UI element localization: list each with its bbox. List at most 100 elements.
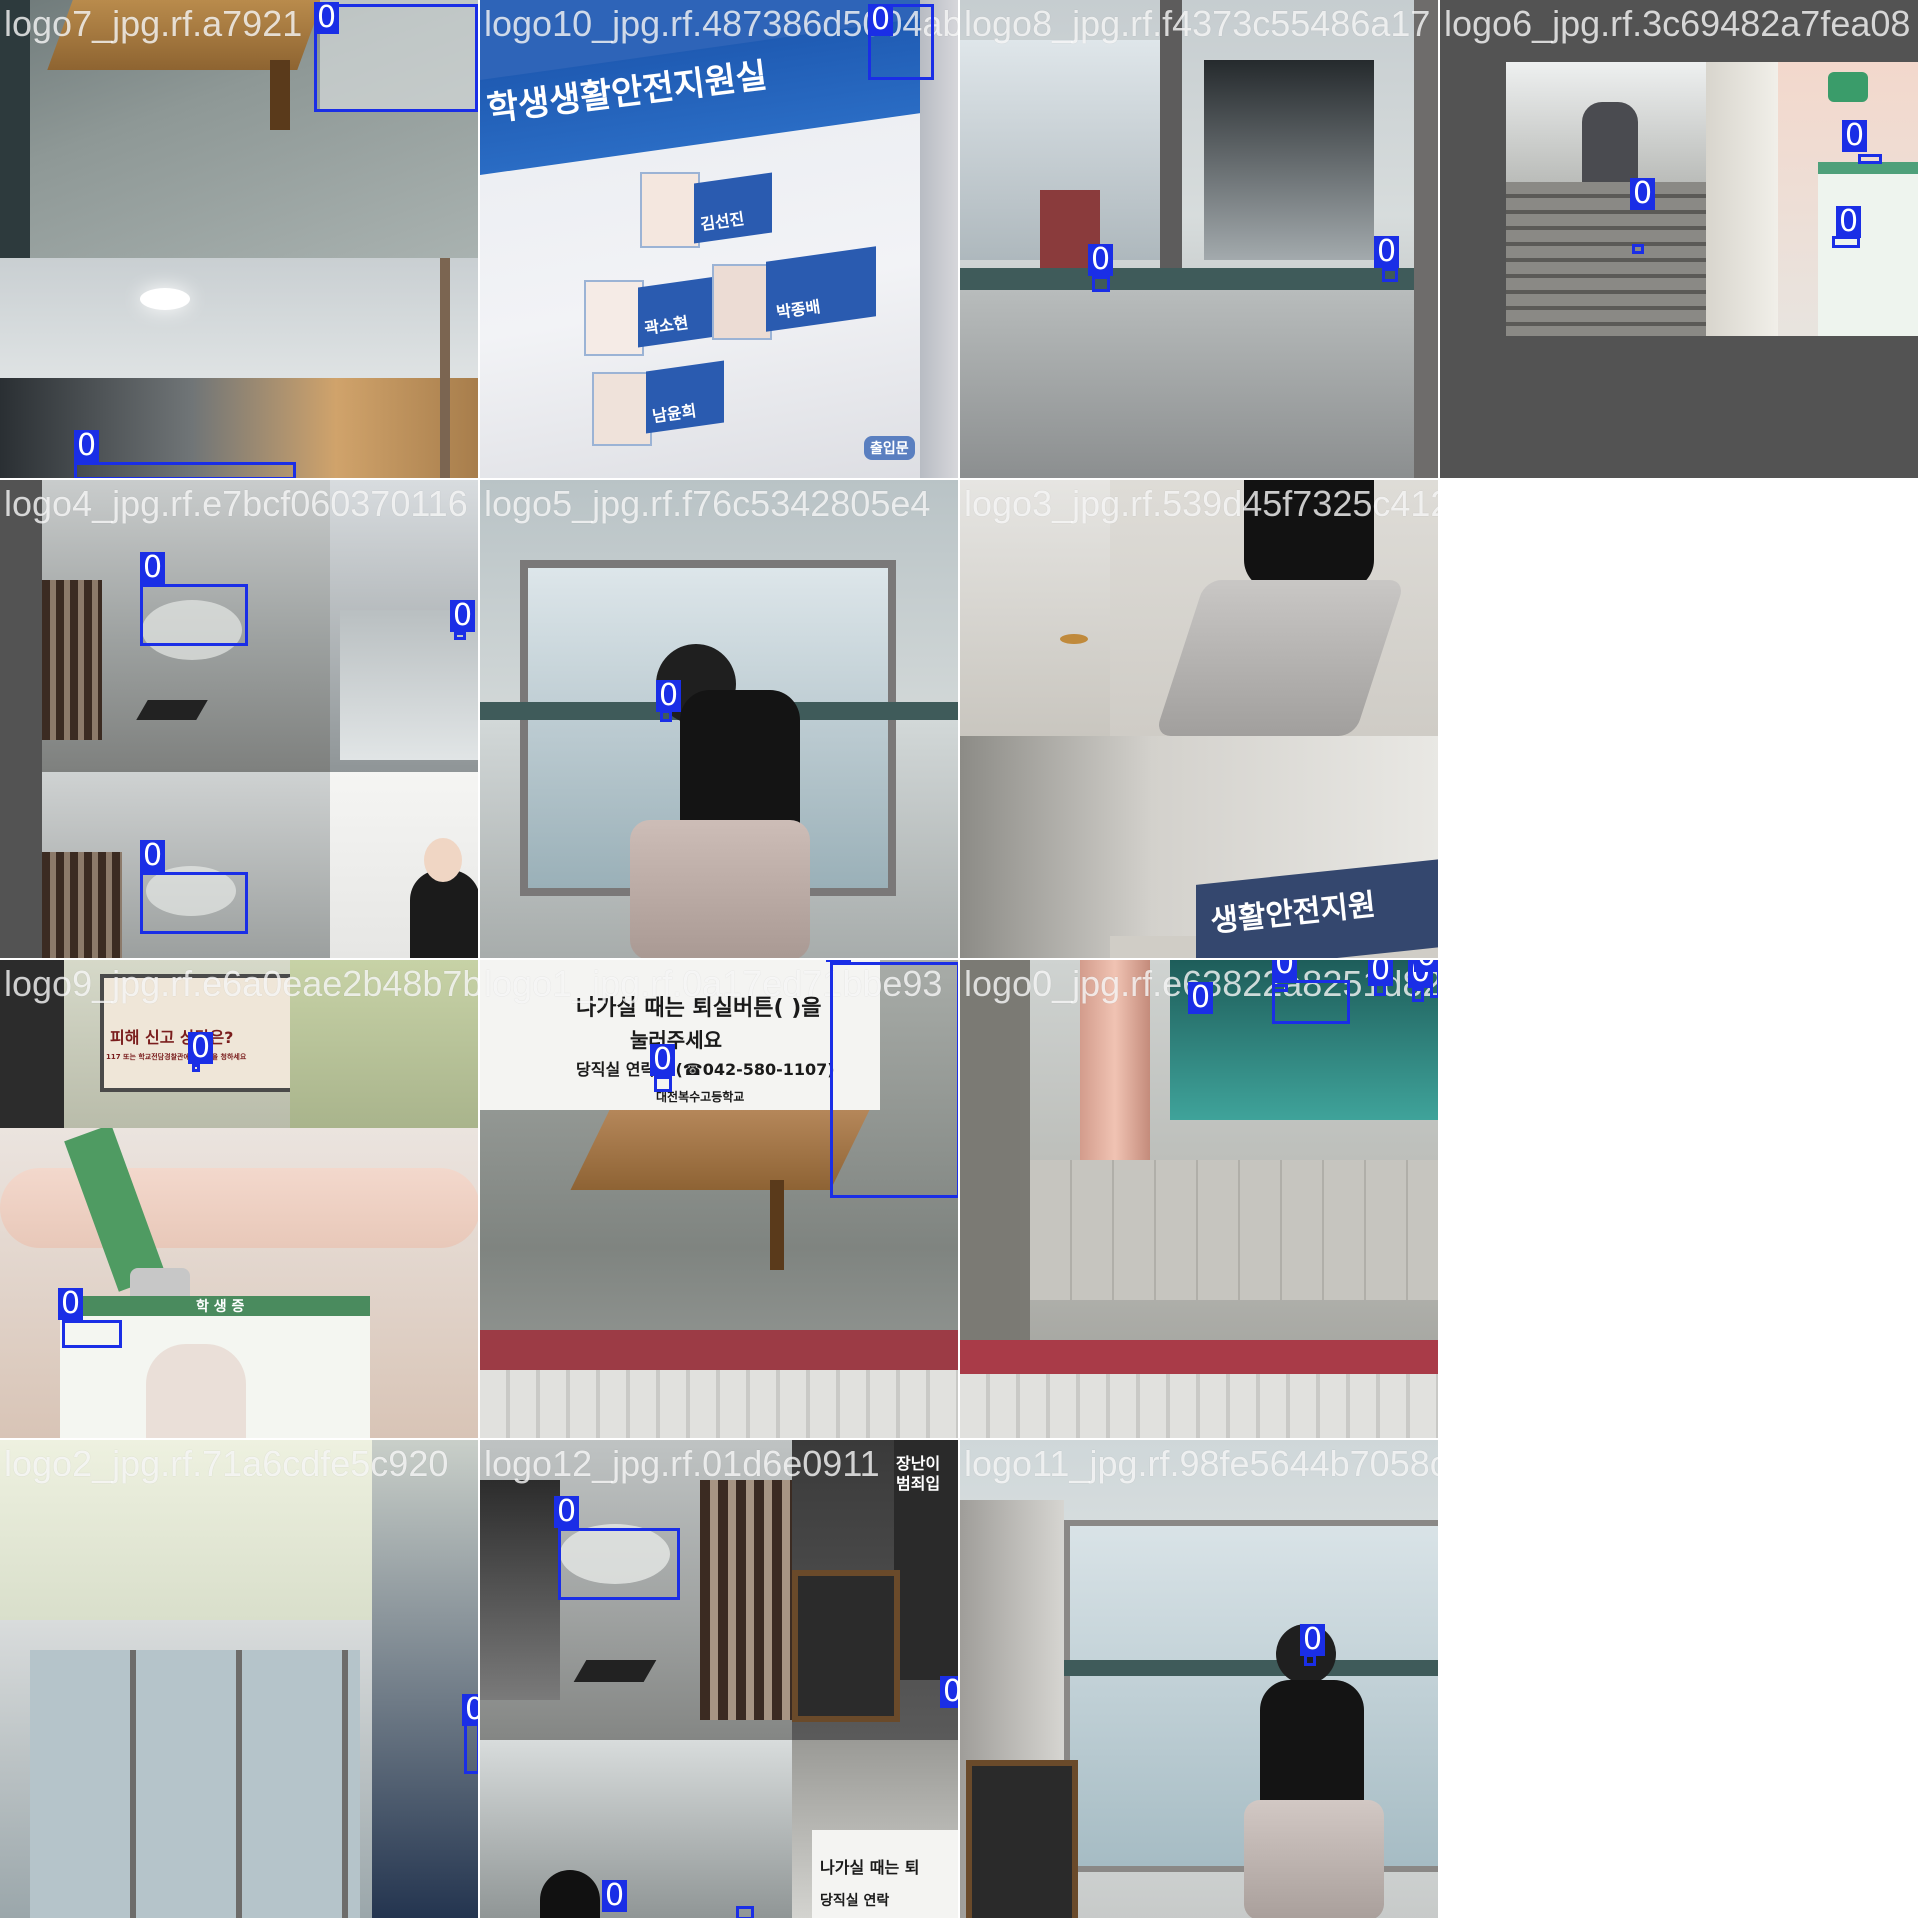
logo-bbox — [558, 1528, 680, 1600]
class-label: 0 — [1188, 982, 1214, 1014]
logo-bbox — [74, 462, 296, 478]
tile-10[interactable]: 나가실 때는 퇴실버튼( )을 눌러주세요 당직실 연락처 (☎042-580-… — [480, 960, 960, 1440]
class-label: 0 — [1374, 236, 1400, 268]
photo-hallway-ceiling — [0, 258, 478, 478]
tile-filename: logo5_jpg.rf.f76c5342805e4 — [484, 483, 931, 524]
class-label: 0 — [826, 960, 852, 962]
tile-11[interactable]: logo0_jpg.rf.e63822a8251d822d9a17b 0 0 0… — [960, 960, 1440, 1440]
logo-bbox — [192, 1064, 200, 1072]
photo-walking-person — [1110, 480, 1438, 736]
logo-bbox — [1858, 154, 1882, 164]
banner-text: 장난이 범죄입 — [896, 1454, 941, 1493]
photo-id-card — [1778, 62, 1918, 336]
poster-line: 117 또는 학교전담경찰관에게 도움을 청하세요 — [106, 1053, 247, 1061]
logo-bbox — [62, 1320, 122, 1348]
photo-notice-lower: 나가실 때는 퇴 당직실 연락 — [792, 1740, 958, 1918]
photo-bench-floor — [0, 0, 478, 258]
notice-line-2: 눌러주세요 — [630, 1028, 722, 1052]
tile-5[interactable]: logo4_jpg.rf.e7bcf060370116 0 0 0 — [0, 480, 480, 960]
logo-bbox — [830, 962, 958, 1198]
class-label: 0 — [1836, 206, 1862, 238]
photo-banner-window — [0, 1440, 478, 1918]
logo-bbox — [1382, 268, 1398, 282]
tile-filename: logo12_jpg.rf.01d6e0911 — [484, 1443, 880, 1484]
notice-line-3: 당직실 연락 — [820, 1893, 890, 1909]
tile-filename: logo3_jpg.rf.539d45f7325c412d130a89f1c77… — [964, 483, 1438, 524]
class-label: 0 — [1300, 1624, 1326, 1656]
tile-16-empty — [1440, 1440, 1920, 1920]
tile-filename: logo6_jpg.rf.3c69482a7fea08 — [1444, 3, 1911, 44]
exit-button-label: 출입문 — [864, 436, 915, 460]
tile-filename: logo7_jpg.rf.a7921 — [4, 3, 303, 44]
class-label: 0 — [314, 2, 340, 34]
class-label: 0 — [450, 600, 476, 632]
notice-line-3: 당직실 연락처 (☎042-580-1107) — [576, 1060, 835, 1079]
tile-8-empty — [1440, 480, 1920, 960]
tile-2[interactable]: 학생생활안전지원실 김선진 곽소현 박종배 남윤희 출입문 logo10_jpg… — [480, 0, 960, 480]
photo-staff-board: 학생생활안전지원실 김선진 곽소현 박종배 남윤희 출입문 — [480, 0, 958, 478]
tile-filename: logo8_jpg.rf.f4373c55486a17 — [964, 3, 1431, 44]
photo-girl-door — [480, 480, 958, 958]
class-label: 0 — [462, 1694, 478, 1726]
photo-stairs — [1506, 62, 1778, 336]
logo-bbox — [1272, 980, 1350, 1024]
logo-bbox — [454, 632, 466, 640]
class-label: 0 — [868, 4, 894, 36]
class-label: 0 — [1368, 960, 1394, 986]
photo-hall-floor — [960, 480, 1110, 736]
photo-girl-hallway — [960, 1440, 1438, 1918]
class-label: 0 — [1842, 120, 1868, 152]
photo-person-hands — [330, 772, 478, 958]
tile-9[interactable]: 피해 신고 상담은? 117 또는 학교전담경찰관에게 도움을 청하세요 학 생… — [0, 960, 480, 1440]
tile-filename: logo11_jpg.rf.98fe5644b7058cc6a74787e1 — [964, 1443, 1440, 1484]
photo-entrance-pillar — [960, 960, 1438, 1438]
photo-exit-notice: 나가실 때는 퇴실버튼( )을 눌러주세요 당직실 연락처 (☎042-580-… — [480, 960, 958, 1438]
logo-bbox — [1632, 244, 1644, 254]
poster-title: 피해 신고 상담은? — [110, 1028, 234, 1047]
photo-poster: 피해 신고 상담은? 117 또는 학교전담경찰관에게 도움을 청하세요 — [0, 960, 478, 1128]
tile-13[interactable]: logo2_jpg.rf.71a6cdfe5c920 0 — [0, 1440, 480, 1920]
class-label: 0 — [1414, 960, 1438, 972]
class-label: 0 — [140, 552, 166, 584]
logo-bbox — [140, 872, 248, 934]
tile-12-empty — [1440, 960, 1920, 1440]
class-label: 0 — [140, 840, 166, 872]
photo-lobby-bottom — [42, 772, 330, 958]
tile-14[interactable]: 장난이 범죄입 나가실 때는 퇴 당직실 연락 logo12_jpg.rf.01… — [480, 1440, 960, 1920]
class-label: 0 — [650, 1044, 676, 1076]
tile-15[interactable]: logo11_jpg.rf.98fe5644b7058cc6a74787e1 0 — [960, 1440, 1440, 1920]
photo-lobby-emblem — [480, 1440, 792, 1740]
photo-lobby-top — [42, 480, 330, 772]
photo-chalkboard: 장난이 범죄입 — [792, 1440, 958, 1740]
logo-bbox — [654, 1076, 672, 1092]
class-label: 0 — [188, 1032, 214, 1064]
class-label: 0 — [656, 680, 682, 712]
logo-bbox — [314, 4, 478, 112]
tile-filename: logo4_jpg.rf.e7bcf060370116 — [4, 483, 468, 524]
class-label: 0 — [1272, 960, 1298, 980]
class-label: 0 — [1088, 244, 1114, 276]
notice-line-1: 나가실 때는 퇴실버튼( )을 — [576, 996, 822, 1021]
tile-7[interactable]: 생활안전지원 logo3_jpg.rf.539d45f7325c412d130a… — [960, 480, 1440, 960]
tile-1[interactable]: logo7_jpg.rf.a7921 0 0 — [0, 0, 480, 480]
class-label: 0 — [554, 1496, 580, 1528]
photo-hand-card: 학 생 증 — [0, 1128, 478, 1438]
logo-bbox — [868, 4, 934, 80]
photo-wall-sign: 생활안전지원 — [960, 736, 1438, 958]
class-label: 0 — [1630, 178, 1656, 210]
photo-glass-door — [960, 0, 1438, 478]
tile-4[interactable]: logo6_jpg.rf.3c69482a7fea08 0 0 0 — [1440, 0, 1920, 480]
logo-bbox — [1092, 276, 1110, 292]
tile-3[interactable]: logo8_jpg.rf.f4373c55486a17 0 0 — [960, 0, 1440, 480]
notice-school: 대전복수고등학교 — [656, 1090, 745, 1104]
photo-lobby-lower — [480, 1740, 792, 1918]
notice-line-1: 나가실 때는 퇴 — [820, 1858, 920, 1877]
tile-6[interactable]: logo5_jpg.rf.f76c5342805e4 0 — [480, 480, 960, 960]
class-label: 0 — [74, 430, 100, 462]
tile-filename: logo1_jpg.rf.0a17ed71bbe93 — [484, 963, 943, 1004]
logo-bbox — [1412, 988, 1424, 1002]
class-label: 0 — [602, 1880, 628, 1912]
tile-filename: logo9_jpg.rf.e6a0eae2b48b7b9041 — [4, 963, 480, 1004]
tile-filename: logo2_jpg.rf.71a6cdfe5c920 — [4, 1443, 449, 1484]
